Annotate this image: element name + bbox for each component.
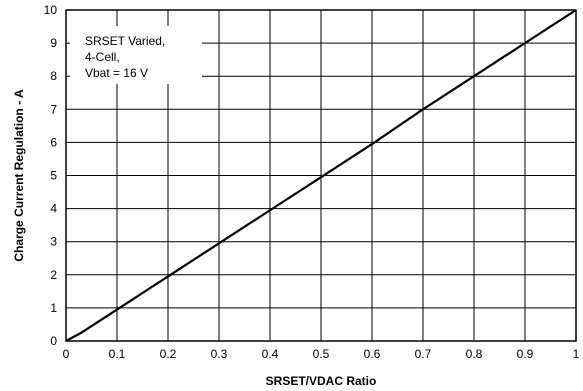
y-tick-label: 1 [50, 301, 57, 315]
y-tick-label: 4 [50, 202, 57, 216]
y-tick-label: 7 [50, 102, 57, 116]
y-tick-label: 9 [50, 36, 57, 50]
y-tick-label: 0 [50, 334, 57, 348]
x-tick-label: 0.8 [466, 347, 483, 361]
x-axis-ticks: 0 0.1 0.2 0.3 0.4 0.5 0.6 0.7 0.8 0.9 1 [63, 347, 580, 361]
annotation-line: 4-Cell, [85, 50, 120, 64]
y-tick-label: 2 [50, 268, 57, 282]
y-tick-label: 6 [50, 135, 57, 149]
x-axis-title: SRSET/VDAC Ratio [266, 374, 377, 388]
x-tick-label: 1 [573, 347, 580, 361]
y-axis-ticks: 0 1 2 3 4 5 6 7 8 9 10 [44, 3, 58, 348]
x-tick-label: 0.9 [517, 347, 534, 361]
y-tick-label: 3 [50, 235, 57, 249]
series-group [65, 9, 577, 342]
grid-lines [66, 10, 576, 341]
x-tick-label: 0 [63, 347, 70, 361]
y-tick-label: 8 [50, 69, 57, 83]
y-tick-label: 5 [50, 169, 57, 183]
x-tick-label: 0.5 [313, 347, 330, 361]
x-tick-label: 0.4 [262, 347, 279, 361]
x-tick-label: 0.3 [211, 347, 228, 361]
x-tick-label: 0.7 [415, 347, 432, 361]
annotation-line: Vbat = 16 V [85, 66, 148, 80]
y-axis-title: Charge Current Regulation - A [12, 89, 26, 262]
x-tick-label: 0.6 [364, 347, 381, 361]
annotation-background [70, 26, 202, 84]
x-tick-label: 0.1 [109, 347, 126, 361]
annotation-line: SRSET Varied, [85, 34, 165, 48]
y-tick-label: 10 [44, 3, 58, 17]
annotation-box: SRSET Varied, 4-Cell, Vbat = 16 V [70, 26, 202, 84]
series-line [65, 9, 577, 342]
x-tick-label: 0.2 [160, 347, 177, 361]
plot-frame [65, 9, 577, 342]
